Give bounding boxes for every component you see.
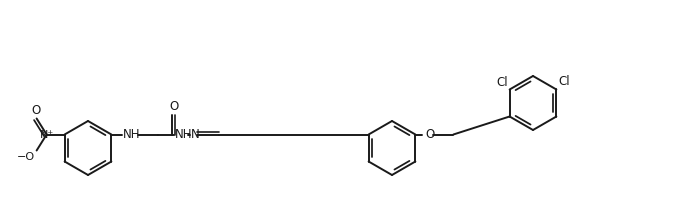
Text: −O: −O (16, 153, 35, 163)
Text: NH: NH (122, 128, 140, 141)
Text: NH: NH (174, 128, 192, 141)
Text: O: O (426, 128, 435, 141)
Text: O: O (169, 99, 179, 112)
Text: Cl: Cl (558, 75, 570, 88)
Text: N⁺: N⁺ (39, 130, 54, 140)
Text: O: O (31, 104, 40, 117)
Text: Cl: Cl (496, 75, 507, 88)
Text: N: N (190, 128, 199, 141)
